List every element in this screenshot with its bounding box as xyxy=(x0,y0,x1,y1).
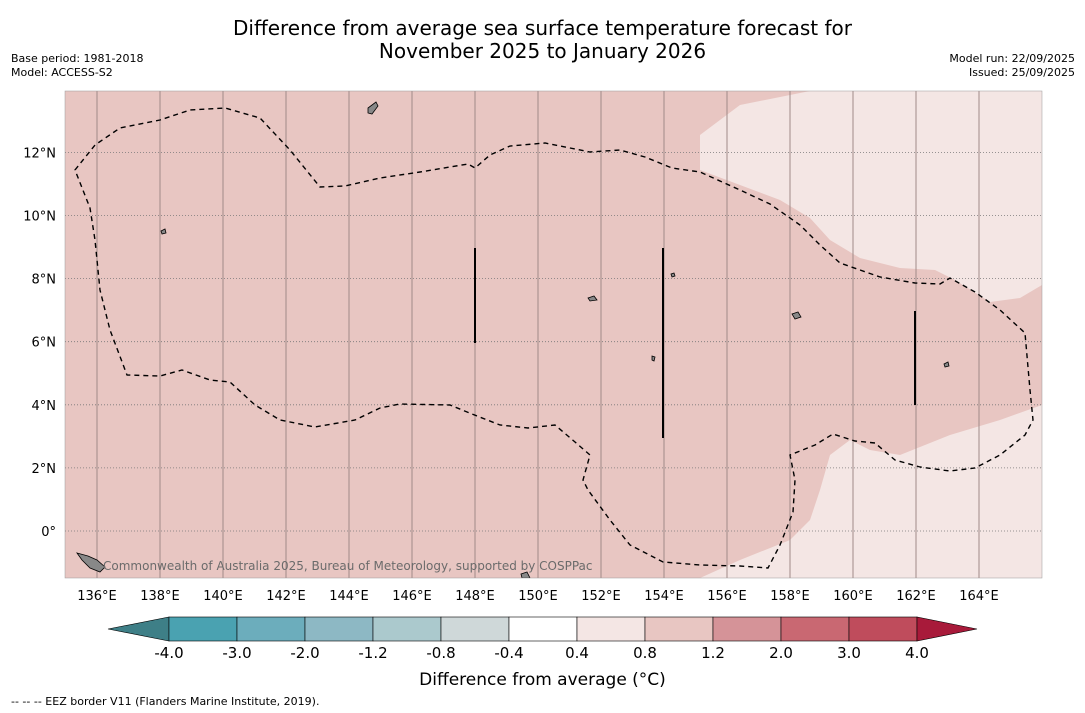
eez-border-dashed xyxy=(74,107,1034,569)
lat-tick-label: 0° xyxy=(41,525,56,540)
colorbar-tick-label: -4.0 xyxy=(154,644,184,662)
longitude-grid xyxy=(96,91,980,578)
colorbar-extend-high xyxy=(916,616,978,642)
colorbar-tick-label: -1.2 xyxy=(358,644,388,662)
island xyxy=(160,228,167,235)
chart-title-line1: Difference from average sea surface temp… xyxy=(232,16,852,40)
island xyxy=(367,101,379,115)
chart-title-line2: November 2025 to January 2026 xyxy=(378,39,707,63)
lon-tick-label: 142°E xyxy=(266,589,306,604)
anomaly-region-0-4-to-0-8-northeast xyxy=(700,91,1042,302)
island xyxy=(76,552,106,573)
colorbar-tick-label: 4.0 xyxy=(905,644,929,662)
colorbar-segment xyxy=(848,616,918,642)
model-run-date: Model run: 22/09/2025 xyxy=(949,52,1075,65)
colorbar-segment xyxy=(372,616,442,642)
lon-tick-label: 154°E xyxy=(644,589,684,604)
island xyxy=(587,295,598,302)
colorbar xyxy=(107,616,978,642)
colorbar-segment xyxy=(236,616,306,642)
lat-tick-label: 6°N xyxy=(32,336,57,351)
colorbar-segment xyxy=(576,616,646,642)
colorbar-tick-label: -0.8 xyxy=(426,644,456,662)
issued-date: Issued: 25/09/2025 xyxy=(968,66,1075,79)
colorbar-segment xyxy=(168,616,238,642)
lon-tick-label: 164°E xyxy=(959,589,999,604)
colorbar-tick-label: 0.4 xyxy=(565,644,589,662)
island xyxy=(670,272,676,278)
latitude-grid xyxy=(65,151,1042,532)
island xyxy=(943,361,950,368)
model-name: Model: ACCESS-S2 xyxy=(11,66,113,79)
colorbar-tick-label: -3.0 xyxy=(222,644,252,662)
colorbar-segment xyxy=(508,616,578,642)
eez-footnote: -- -- -- EEZ border V11 (Flanders Marine… xyxy=(11,695,320,708)
lon-tick-label: 156°E xyxy=(707,589,747,604)
map-frame xyxy=(64,90,1043,579)
lon-tick-label: 160°E xyxy=(833,589,873,604)
colorbar-segment xyxy=(780,616,850,642)
island xyxy=(791,311,802,320)
islands xyxy=(76,101,950,578)
anomaly-region-0-4-to-0-8-southeast xyxy=(700,405,1042,578)
colorbar-tick-label: 3.0 xyxy=(837,644,861,662)
lon-tick-label: 138°E xyxy=(140,589,180,604)
colorbar-segment xyxy=(304,616,374,642)
lon-tick-label: 158°E xyxy=(770,589,810,604)
lon-tick-label: 148°E xyxy=(455,589,495,604)
latitude-tick-labels: 12°N 10°N 8°N 6°N 4°N 2°N 0° xyxy=(23,146,56,540)
lon-tick-label: 140°E xyxy=(203,589,243,604)
base-period: Base period: 1981-2018 xyxy=(11,52,144,65)
lat-tick-label: 10°N xyxy=(23,210,56,225)
lat-tick-label: 2°N xyxy=(32,462,57,477)
colorbar-tick-label: 0.8 xyxy=(633,644,657,662)
island xyxy=(651,355,656,362)
island xyxy=(520,571,531,578)
copyright-credit: Commonwealth of Australia 2025, Bureau o… xyxy=(103,559,593,573)
colorbar-tick-label: -2.0 xyxy=(290,644,320,662)
lon-tick-label: 150°E xyxy=(518,589,558,604)
colorbar-extend-low xyxy=(107,616,170,642)
lat-tick-label: 8°N xyxy=(32,273,57,288)
colorbar-segment xyxy=(712,616,782,642)
colorbar-title: Difference from average (°C) xyxy=(419,670,666,690)
colorbar-tick-label: 1.2 xyxy=(701,644,725,662)
lat-tick-label: 12°N xyxy=(23,146,56,161)
lon-tick-label: 152°E xyxy=(581,589,621,604)
lon-tick-label: 146°E xyxy=(392,589,432,604)
lon-tick-label: 136°E xyxy=(77,589,117,604)
lon-tick-label: 162°E xyxy=(896,589,936,604)
lon-tick-label: 144°E xyxy=(329,589,369,604)
colorbar-segment xyxy=(440,616,510,642)
colorbar-tick-label: 2.0 xyxy=(769,644,793,662)
longitude-tick-labels: 136°E 138°E 140°E 142°E 144°E 146°E 148°E 150°E… xyxy=(77,589,999,604)
colorbar-segment xyxy=(644,616,714,642)
colorbar-tick-label: -0.4 xyxy=(494,644,524,662)
lat-tick-label: 4°N xyxy=(32,399,57,414)
